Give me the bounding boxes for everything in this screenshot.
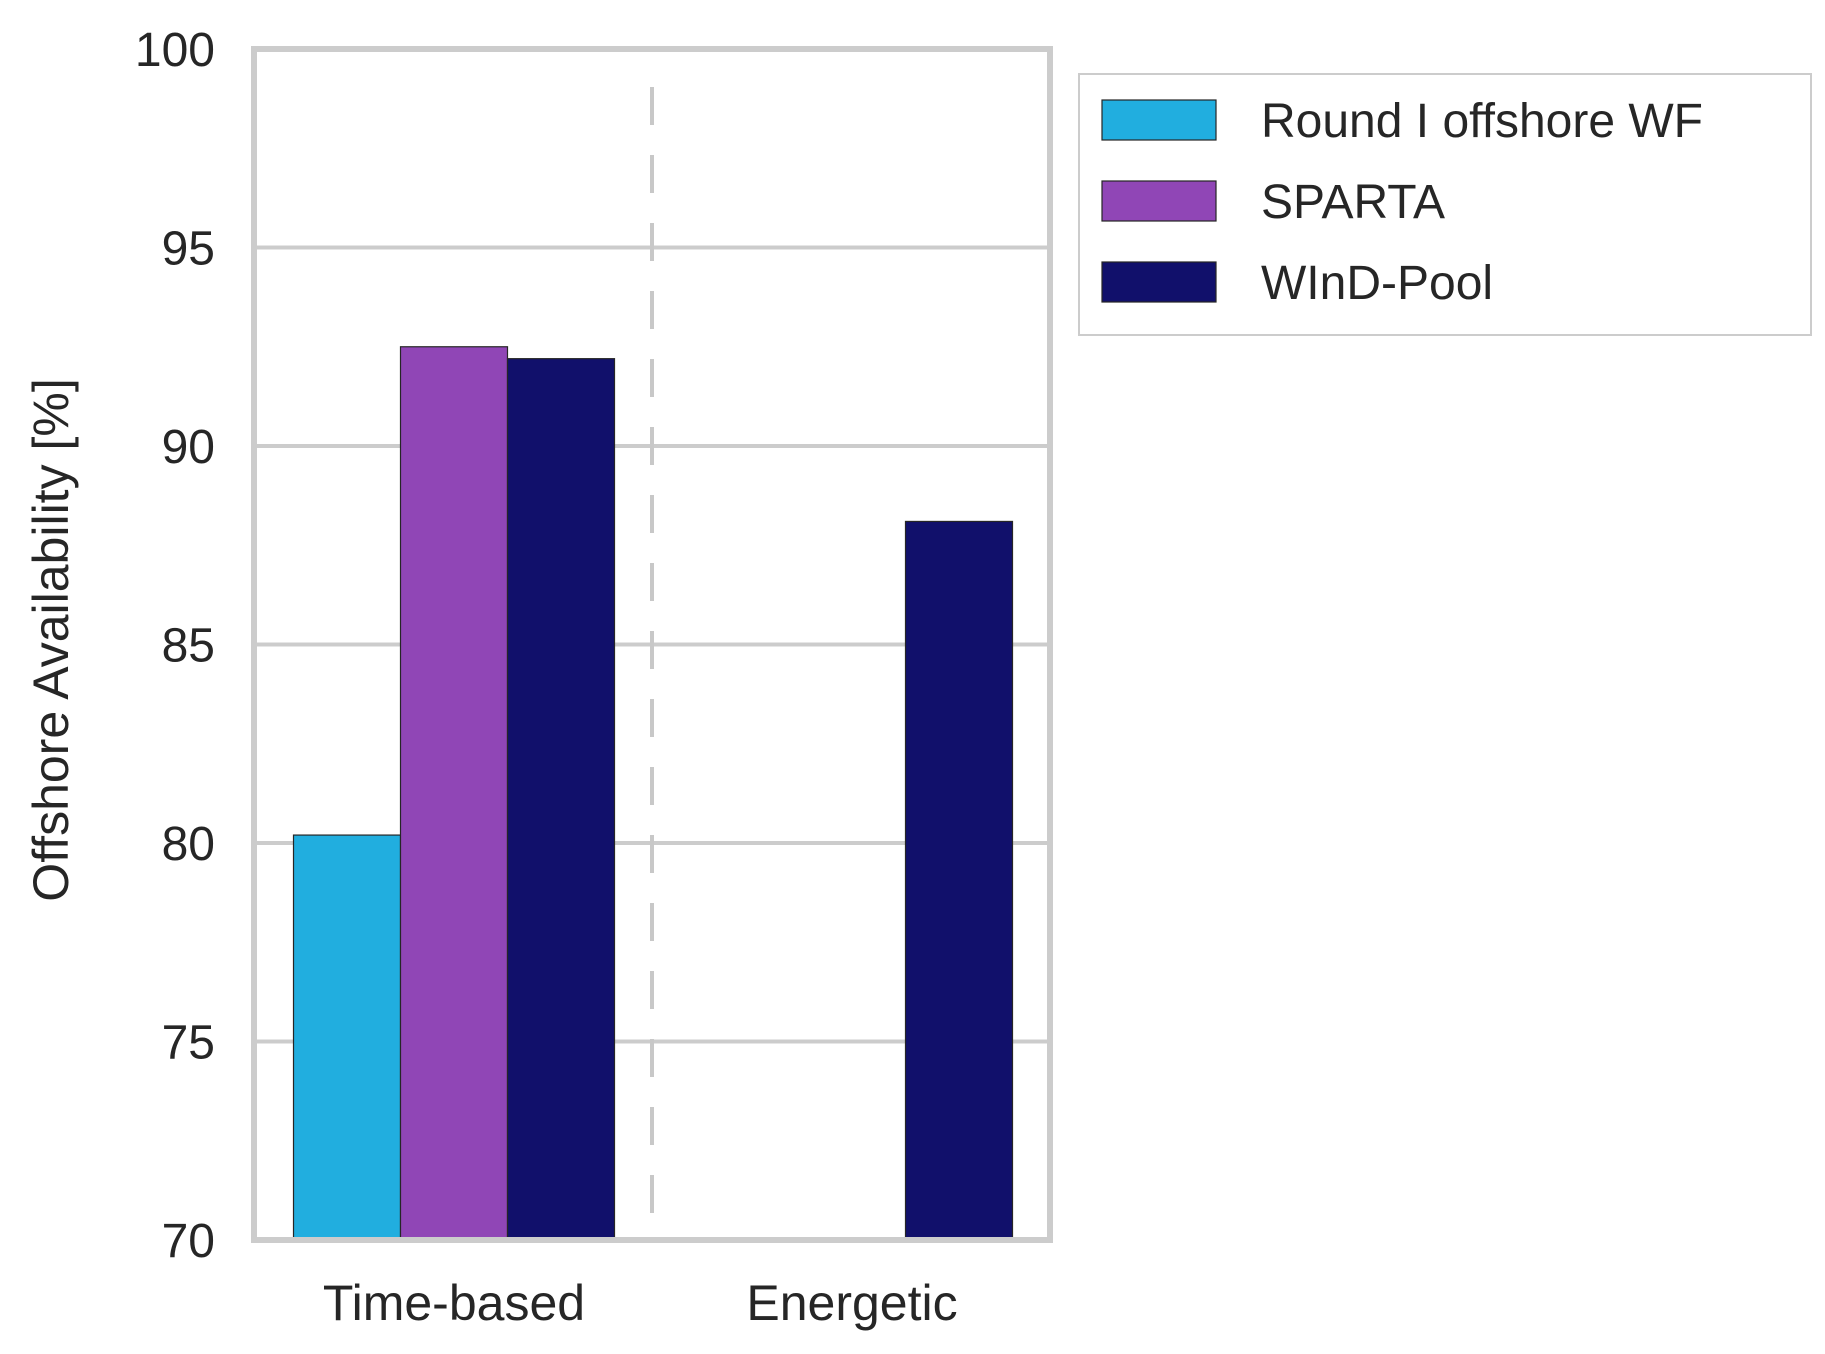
y-tick-label: 70 bbox=[162, 1215, 215, 1268]
x-tick-label: Energetic bbox=[746, 1275, 957, 1331]
y-tick-label: 80 bbox=[162, 818, 215, 871]
legend: Round I offshore WF SPARTA WInD-Pool bbox=[1078, 73, 1812, 336]
x-tick-labels: Time-based Energetic bbox=[323, 1275, 958, 1331]
y-tick-label: 90 bbox=[162, 421, 215, 474]
bar bbox=[904, 520, 1014, 1241]
y-tick-label: 100 bbox=[135, 24, 215, 77]
bar bbox=[292, 834, 402, 1241]
y-tick-labels: 70 75 80 85 90 95 100 bbox=[135, 24, 215, 1268]
legend-label: Round I offshore WF bbox=[1261, 95, 1703, 148]
y-tick-label: 95 bbox=[162, 223, 215, 276]
plot-frame bbox=[251, 46, 1053, 1243]
legend-swatch bbox=[1101, 99, 1217, 141]
legend-swatch bbox=[1101, 261, 1217, 303]
legend-label: SPARTA bbox=[1261, 176, 1445, 229]
bars bbox=[292, 346, 1014, 1241]
bar bbox=[506, 358, 616, 1241]
y-tick-label: 75 bbox=[162, 1017, 215, 1070]
x-tick-label: Time-based bbox=[323, 1275, 585, 1331]
bar bbox=[399, 346, 509, 1241]
legend-swatch bbox=[1101, 180, 1217, 222]
y-axis-label: Offshore Availability [%] bbox=[23, 378, 79, 901]
legend-label: WInD-Pool bbox=[1261, 257, 1493, 310]
y-tick-label: 85 bbox=[162, 620, 215, 673]
